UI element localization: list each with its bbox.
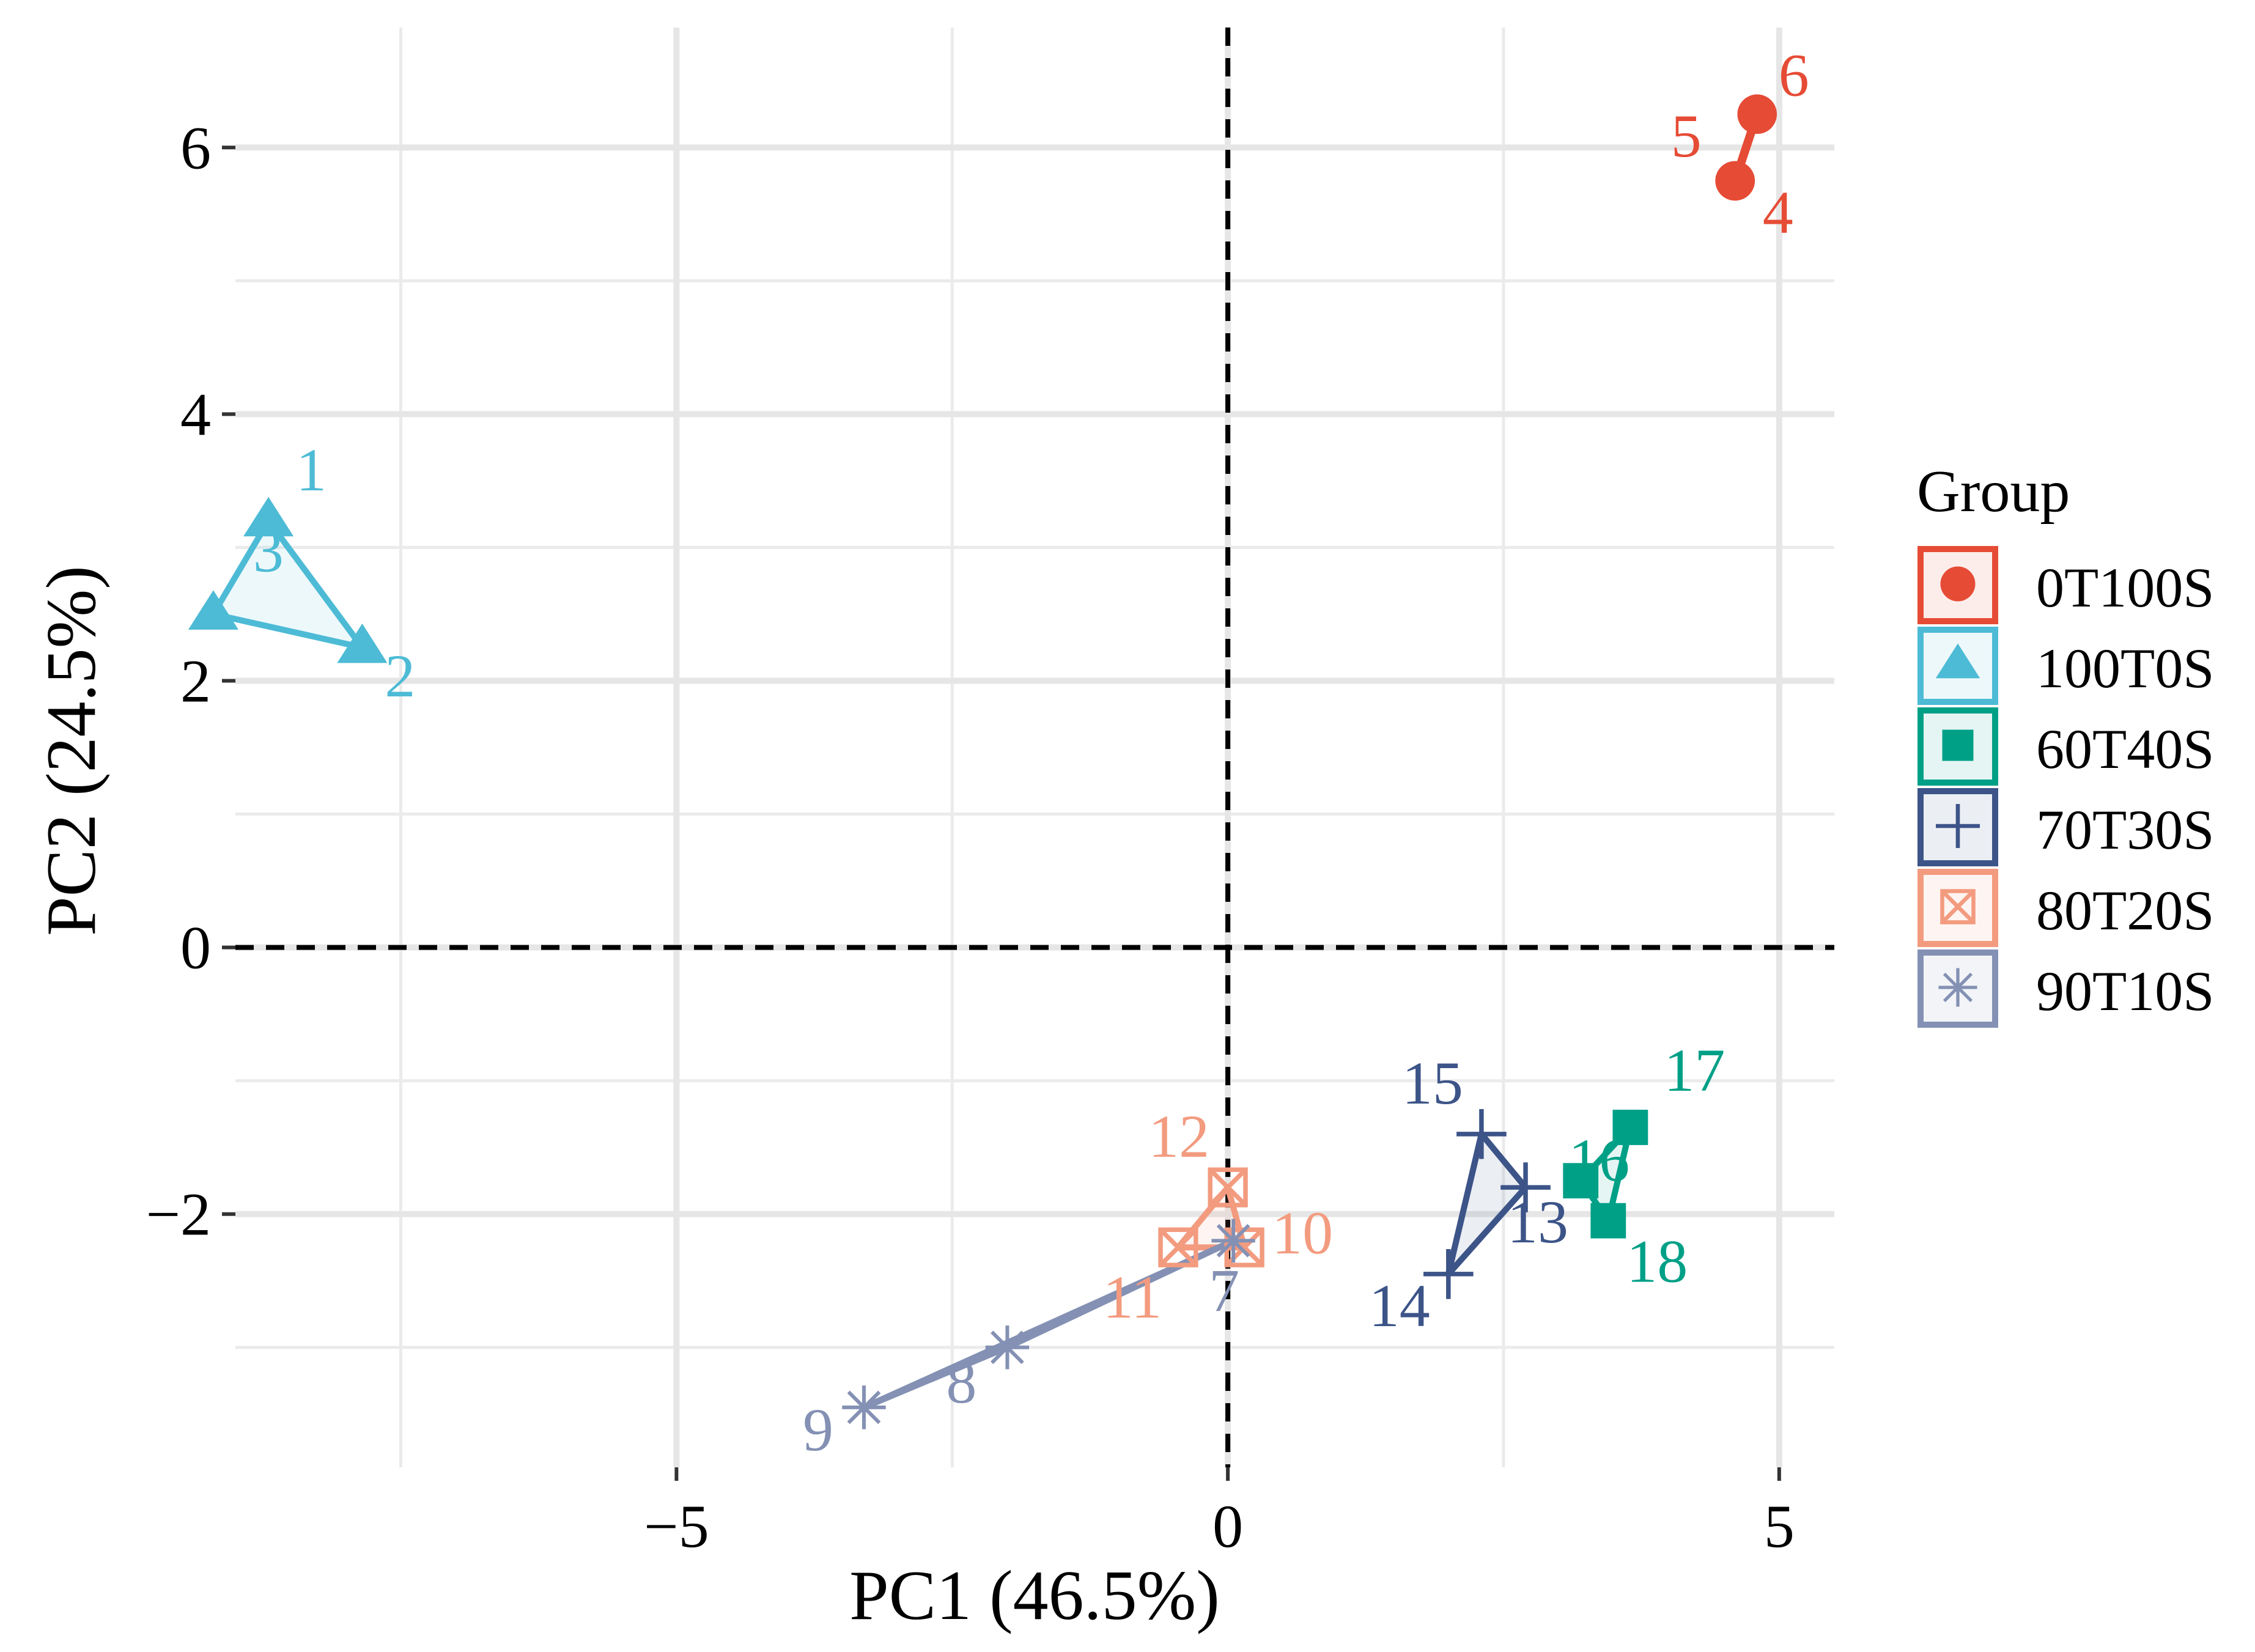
point-7-stroke — [1216, 1223, 1250, 1258]
y-tick-label: 0 — [180, 914, 211, 982]
data-points — [188, 94, 1777, 1429]
point-label-8: 8 — [946, 1348, 976, 1416]
point-label-4: 4 — [1763, 179, 1793, 246]
legend-label: 0T100S — [2036, 556, 2214, 619]
legend-marker — [1935, 643, 1980, 679]
reference-lines — [235, 28, 1834, 1467]
y-axis-title: PC2 (24.5%) — [32, 566, 111, 936]
point-12 — [1208, 1167, 1248, 1208]
legend-marker — [1940, 889, 1976, 924]
hull-100T0S — [210, 517, 366, 651]
point-16 — [1563, 1163, 1599, 1199]
point-13 — [1500, 1162, 1551, 1212]
x-axis-title: PC1 (46.5%) — [849, 1557, 1220, 1635]
legend-item-90T10S: 90T10S — [1917, 950, 2214, 1028]
point-15 — [1456, 1109, 1507, 1159]
point-11-stroke — [1159, 1228, 1198, 1267]
point-label-10: 10 — [1272, 1199, 1333, 1267]
legend-title: Group — [1917, 459, 2070, 525]
x-tick-label: 0 — [1212, 1492, 1243, 1560]
point-14 — [1423, 1249, 1474, 1299]
point-8-stroke — [991, 1330, 1024, 1365]
point-label-7: 7 — [1209, 1256, 1239, 1324]
point-label-14: 14 — [1369, 1272, 1430, 1340]
point-2-shape — [337, 623, 388, 663]
point-9 — [842, 1385, 886, 1429]
legend-marker-box — [1940, 889, 1976, 924]
legend-item-100T0S: 100T0S — [1917, 627, 2214, 705]
legend-marker-shape — [1942, 729, 1974, 761]
legend-marker-stroke — [1943, 972, 1973, 1003]
legend-item-60T40S: 60T40S — [1917, 707, 2214, 786]
point-2 — [337, 623, 388, 663]
x-tick-label: −5 — [644, 1492, 709, 1560]
point-16-shape — [1563, 1163, 1599, 1199]
point-label-2: 2 — [385, 642, 415, 710]
point-9-stroke — [847, 1390, 881, 1425]
hull-70T30S — [1445, 1130, 1529, 1277]
legend-marker — [1942, 729, 1974, 761]
point-label-3: 3 — [253, 517, 284, 584]
y-tick-label: −2 — [146, 1181, 211, 1248]
point-11-box — [1158, 1227, 1198, 1267]
point-1 — [243, 496, 294, 537]
axes: −5 0 5 −2 0 2 4 6 — [146, 114, 1795, 1560]
legend-label: 60T40S — [2036, 718, 2214, 780]
point-12-box — [1208, 1167, 1248, 1208]
point-6 — [1737, 94, 1777, 135]
point-3-shape — [188, 590, 238, 630]
legend-item-80T20S: 80T20S — [1917, 869, 2214, 947]
point-18-shape — [1590, 1203, 1626, 1239]
legend-key-box — [1917, 627, 1998, 705]
legend-marker — [1936, 804, 1980, 848]
point-1-shape — [243, 496, 294, 537]
x-tick-label: 5 — [1764, 1492, 1795, 1560]
point-label-5: 5 — [1671, 102, 1702, 170]
legend-item-0T100S: 0T100S — [1917, 546, 2214, 624]
legend-label: 70T30S — [2036, 798, 2214, 861]
y-tick-label: 6 — [180, 114, 211, 182]
legend-label: 100T0S — [2036, 637, 2214, 699]
legend-marker-shape — [1935, 643, 1980, 679]
point-8 — [985, 1326, 1030, 1370]
point-5 — [1715, 161, 1755, 201]
point-label-9: 9 — [803, 1396, 833, 1464]
legend-marker — [1940, 566, 1976, 602]
point-17 — [1612, 1110, 1648, 1145]
point-label-11: 11 — [1103, 1263, 1162, 1331]
grid — [235, 28, 1834, 1467]
legend-marker-shape — [1940, 566, 1976, 602]
point-label-15: 15 — [1402, 1049, 1463, 1117]
point-5-shape — [1715, 161, 1755, 201]
y-tick-label: 4 — [180, 380, 211, 448]
point-label-6: 6 — [1779, 42, 1809, 109]
point-label-18: 18 — [1626, 1228, 1688, 1296]
point-12-stroke — [1208, 1168, 1247, 1207]
point-11 — [1158, 1227, 1198, 1267]
point-7 — [1211, 1219, 1255, 1263]
y-tick-label: 2 — [180, 647, 211, 715]
point-label-13: 13 — [1507, 1188, 1568, 1256]
point-label-12: 12 — [1148, 1102, 1209, 1170]
legend-marker-stroke — [1941, 890, 1975, 924]
point-17-shape — [1612, 1110, 1648, 1145]
point-3 — [188, 590, 238, 630]
point-label-1: 1 — [296, 436, 327, 504]
point-18 — [1590, 1203, 1626, 1239]
legend-item-70T30S: 70T30S — [1917, 788, 2214, 866]
point-label-17: 17 — [1664, 1036, 1725, 1104]
point-label-16: 16 — [1568, 1126, 1629, 1194]
legend: Group 0T100S 100T0S 60T40S 70T30S 80T20S 90T1… — [1917, 459, 2214, 1028]
legend-marker — [1938, 968, 1977, 1007]
legend-label: 80T20S — [2036, 879, 2214, 942]
legend-label: 90T10S — [2036, 960, 2214, 1022]
point-6-shape — [1737, 94, 1777, 135]
hull-90T10S — [860, 1237, 1237, 1410]
